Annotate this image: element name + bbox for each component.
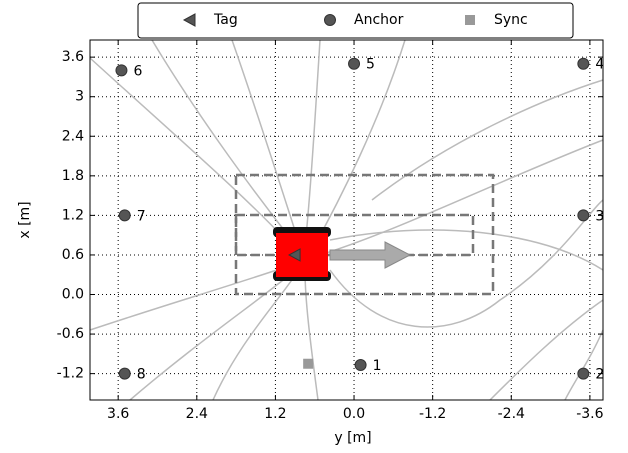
curve <box>329 229 604 271</box>
curve <box>151 39 299 249</box>
x-tick-label: 3.6 <box>107 406 129 422</box>
y-tick-label: 0.6 <box>62 247 84 263</box>
y-tick-label: 3 <box>75 89 84 105</box>
point-label: 4 <box>595 57 604 73</box>
y-tick-label: 2.4 <box>62 128 84 144</box>
curve <box>489 299 604 401</box>
anchor-marker <box>577 209 590 222</box>
anchor-marker <box>118 209 131 222</box>
sync-marker <box>303 358 314 369</box>
anchor-marker <box>577 57 590 70</box>
legend: Tag Anchor Sync <box>137 2 574 39</box>
y-tick-label: 1.8 <box>62 168 84 184</box>
y-axis-label: x [m] <box>17 201 33 238</box>
anchor-marker <box>324 14 336 26</box>
y-tick-label: 1.2 <box>62 207 84 223</box>
point-label: 6 <box>133 63 142 79</box>
x-axis-label: y [m] <box>334 430 371 446</box>
anchor-marker <box>348 57 361 70</box>
tag-marker <box>182 13 196 27</box>
y-tick-label: -1.2 <box>57 366 84 382</box>
point-label: 7 <box>137 208 146 224</box>
point-label: 3 <box>595 208 604 224</box>
curve <box>89 261 301 331</box>
legend-label: Tag <box>213 12 238 28</box>
y-tick-label: -0.6 <box>57 326 84 342</box>
legend-label: Sync <box>494 12 528 28</box>
anchor-marker <box>118 367 131 380</box>
anchor-marker <box>354 359 367 372</box>
plot-frame <box>89 39 604 401</box>
curve <box>371 79 604 201</box>
x-tick-label: 2.4 <box>186 406 208 422</box>
curve <box>319 139 604 256</box>
x-tick-label: 1.2 <box>264 406 286 422</box>
hyperbola-curves <box>89 39 604 401</box>
point-label: 1 <box>373 358 382 374</box>
point-label: 5 <box>366 57 375 73</box>
curve <box>564 329 604 401</box>
tag-marker <box>288 248 301 262</box>
x-tick-label: -2.4 <box>498 406 525 422</box>
curve <box>329 199 604 328</box>
y-tick-label: 0.0 <box>62 287 84 303</box>
sync-marker <box>465 15 475 25</box>
anchor-marker <box>577 367 590 380</box>
anchor-marker <box>115 64 128 77</box>
heading-arrow <box>329 241 412 269</box>
point-label: 8 <box>137 367 146 383</box>
curve <box>304 269 319 401</box>
y-tick-label: 3.6 <box>62 49 84 65</box>
x-tick-label: 0.0 <box>343 406 365 422</box>
point-label: 2 <box>595 367 604 383</box>
x-tick-label: -1.2 <box>419 406 446 422</box>
curve <box>311 39 406 251</box>
x-tick-label: -3.6 <box>576 406 603 422</box>
robot <box>273 227 331 281</box>
curve <box>89 57 296 251</box>
legend-label: Anchor <box>354 12 404 28</box>
